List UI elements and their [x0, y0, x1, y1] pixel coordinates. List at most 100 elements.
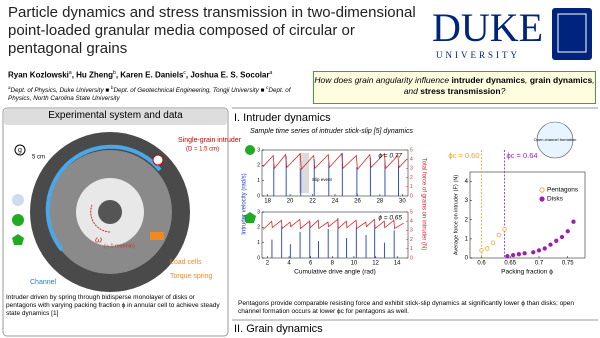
question-part: , and: [403, 75, 595, 96]
channel-arc: [45, 144, 162, 252]
panel-title-bar: [4, 109, 227, 125]
x-tick-label: 26: [354, 199, 361, 205]
threshold-label: ϕc = 0.64: [507, 151, 538, 160]
x-axis-label: Cumulative drive angle (rad): [294, 269, 376, 276]
y-tick-label: 2: [465, 217, 469, 223]
phi-label: ϕ = 0.65: [378, 215, 402, 222]
disk-sample: [12, 194, 24, 206]
separator: ,: [71, 70, 77, 80]
y-tick-label: 2: [257, 163, 260, 169]
point: [505, 253, 510, 259]
y2-tick-label: 4: [410, 157, 413, 163]
question-part: How does grain angularity influence: [314, 75, 452, 85]
label: ω: [95, 234, 102, 244]
x-tick-label: 6: [309, 261, 313, 267]
pentagon-icon: [244, 212, 256, 223]
x-tick-label: 8: [331, 261, 335, 267]
y-tick-label: 1: [257, 178, 260, 184]
plot-subtitle: Sample time series of intruder stick-sli…: [250, 128, 413, 135]
x-tick-label: 2: [266, 261, 270, 267]
x-tick-label: 28: [377, 199, 384, 205]
x-tick-label: 30: [399, 199, 406, 205]
plot-frame: [261, 211, 409, 259]
point: [531, 250, 536, 255]
label: Channel: [30, 279, 57, 286]
point: [522, 251, 527, 256]
author-name: Joshua E. S. Socolar: [190, 70, 270, 80]
disk-sample: [12, 214, 24, 226]
y-tick-label: 2: [257, 225, 260, 231]
y2-tick-label: 1: [410, 246, 413, 252]
separator: ■: [258, 87, 267, 95]
y2-tick-label: 5: [410, 147, 413, 153]
affil-sup: a: [8, 85, 11, 90]
rotation-arrow: [90, 204, 111, 233]
x-tick-label: 24: [332, 199, 339, 205]
y-tick-label: 0: [257, 193, 260, 199]
point: [490, 240, 496, 245]
author-name: Ryan Kozlowski: [8, 70, 69, 80]
y-tick-label: 1: [257, 240, 260, 246]
label: (≈ 1 rev/min): [104, 243, 135, 249]
affil-text: Dept. of Geotechnical Engineering, Tongj…: [113, 87, 259, 95]
point: [548, 242, 553, 247]
phi-label: ϕ = 0.77: [378, 153, 402, 160]
section-caption: Pentagons provide comparable resisting f…: [238, 300, 575, 315]
y2-tick-label: 5: [410, 209, 413, 215]
question-part: grain dynamics: [529, 75, 593, 85]
y2-tick-label: 3: [410, 166, 413, 172]
x-axis-label: Packing fraction ϕ: [501, 269, 553, 276]
x-tick-label: 20: [287, 199, 294, 205]
inset-label: Open channel formation: [534, 137, 577, 142]
author-sup: a: [269, 70, 273, 76]
affil-text: Dept. of Physics, Duke University: [10, 87, 104, 95]
x-tick-label: 12: [372, 261, 379, 267]
question-box: How does grain angularity influence intr…: [313, 71, 596, 104]
y-tick-label: 0: [465, 256, 469, 262]
y-axis-label: Intruder velocity (rad/s): [242, 173, 248, 234]
y2-tick-label: 2: [410, 175, 413, 181]
section-title: I. Intruder dynamics: [234, 112, 331, 124]
point: [479, 248, 484, 253]
panel-title: Experimental system and data: [48, 110, 183, 121]
affil-sup: c: [266, 85, 269, 90]
y2-tick-label: 1: [410, 184, 413, 190]
y-tick-label: 4: [465, 179, 469, 185]
shield-border: [557, 13, 587, 53]
separator: ,: [185, 70, 191, 80]
load-cell: [150, 232, 164, 240]
x-tick-label: 10: [351, 261, 358, 267]
y-tick-label: 1: [465, 236, 469, 242]
label: Load cells: [170, 259, 202, 266]
y-tick-label: 0: [257, 255, 260, 261]
slip-label: Slip event: [312, 177, 333, 182]
legend-label: Disks: [547, 196, 564, 203]
label: Single-grain intruder: [178, 137, 242, 144]
y2-axis-label: Total force of grains on intruder (N): [420, 158, 426, 251]
y2-tick-label: 3: [410, 228, 413, 234]
slip-shade: [299, 153, 309, 193]
force-line: [262, 218, 404, 230]
point: [554, 238, 559, 243]
logo-shield: [552, 8, 592, 60]
author-name: Karen E. Daniels: [120, 70, 184, 80]
affil-sup: b: [110, 85, 114, 90]
x-tick-label: 18: [264, 199, 271, 205]
question-part: ,: [525, 75, 530, 85]
separator: ,: [115, 70, 121, 80]
section-title: II. Grain dynamics: [234, 323, 323, 335]
label: 5 cm: [32, 155, 45, 161]
intruder: [152, 154, 164, 166]
logo-name: DUKE: [432, 5, 544, 50]
point: [496, 232, 501, 238]
x-tick-label: 4: [287, 261, 291, 267]
legend-symbol: [539, 196, 545, 202]
author-sup: c: [183, 70, 186, 76]
legend-symbol: [539, 187, 545, 193]
separator: ■: [103, 87, 111, 95]
y2-tick-label: 0: [410, 255, 413, 261]
x-tick-label: 0.7: [535, 261, 544, 267]
y2-tick-label: 0: [410, 193, 413, 199]
authors: Ryan Kozlowskia, Hu Zhengb, Karen E. Dan…: [8, 70, 272, 80]
x-tick-label: 14: [394, 261, 401, 267]
